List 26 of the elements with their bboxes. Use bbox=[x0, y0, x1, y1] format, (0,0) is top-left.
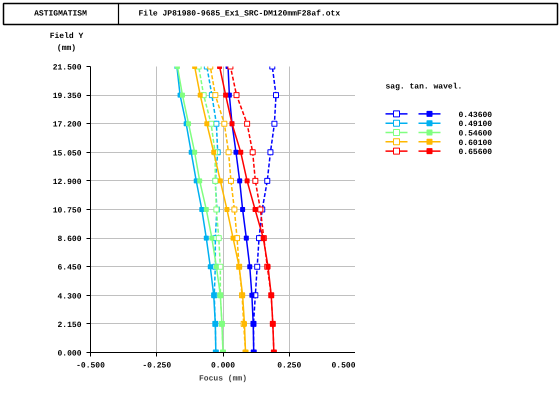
y-tick-label: 0.000 bbox=[57, 350, 82, 358]
y-tick-label: 21.500 bbox=[52, 64, 82, 72]
x-tick-label: 0.500 bbox=[331, 362, 356, 370]
legend-title: sag. tan. wavel. bbox=[386, 82, 462, 92]
legend-label: 0.65600 bbox=[458, 148, 492, 158]
legend-label: 0.54600 bbox=[458, 130, 492, 138]
x-tick-label: 0.250 bbox=[277, 362, 302, 370]
y-tick-label: 19.350 bbox=[52, 92, 82, 102]
y-tick-label: 4.300 bbox=[57, 292, 82, 302]
y-tick-label: 6.450 bbox=[57, 264, 82, 273]
y-tick-label: 10.750 bbox=[52, 206, 82, 216]
y-axis-title: Field Y (mm) bbox=[50, 32, 84, 53]
y-tick-label: 8.600 bbox=[57, 235, 82, 244]
y-tick-label: 15.050 bbox=[52, 149, 82, 158]
x-axis-title: Focus (mm) bbox=[198, 374, 248, 384]
y-tick-label: 2.150 bbox=[57, 320, 82, 330]
legend-label: 0.60100 bbox=[458, 138, 492, 148]
x-tick-label: -0.500 bbox=[76, 362, 106, 370]
x-tick-label: -0.250 bbox=[142, 362, 172, 370]
y-tick-label: 12.900 bbox=[52, 178, 82, 187]
legend-label: 0.49100 bbox=[458, 120, 492, 130]
y-tick-label: 17.200 bbox=[52, 120, 82, 130]
chart-title: ASTIGMATISM bbox=[34, 10, 88, 18]
legend-label: 0.43600 bbox=[458, 110, 492, 120]
x-tick-label: 0.000 bbox=[211, 362, 236, 370]
chart-subtitle: File JP81980-9685_Ex1_SRC-DM120mmF28af.otx bbox=[138, 10, 340, 18]
